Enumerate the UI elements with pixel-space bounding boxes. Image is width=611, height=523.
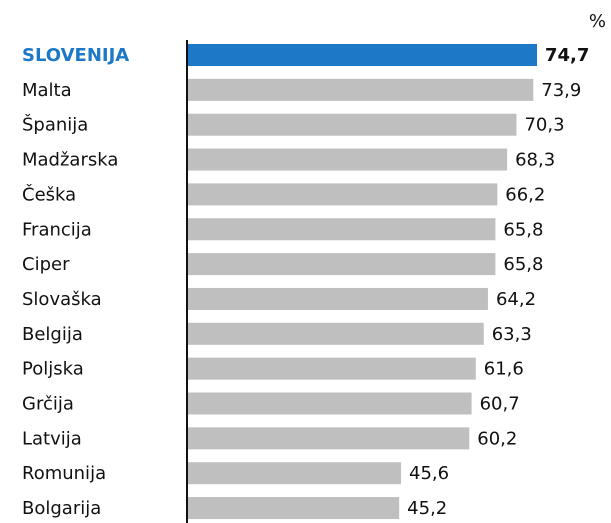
value-label: 45,2 [407, 498, 447, 519]
bar [188, 357, 476, 380]
value-label: 63,3 [492, 324, 532, 345]
category-label: Grčija [22, 394, 74, 415]
category-label: Ciper [22, 254, 70, 275]
category-label: Belgija [22, 324, 83, 345]
bar [188, 218, 496, 241]
bar [188, 78, 534, 101]
bar [188, 287, 488, 310]
bar [188, 462, 402, 485]
value-label: 65,8 [503, 219, 543, 240]
category-label: Francija [22, 219, 92, 240]
value-label: 45,6 [409, 463, 449, 484]
category-label: Poljska [22, 359, 84, 380]
category-label: SLOVENIJA [22, 45, 129, 66]
value-label: 65,8 [503, 254, 543, 275]
category-label: Češka [22, 183, 76, 205]
value-label: 60,2 [477, 428, 517, 449]
bar [188, 44, 537, 66]
bar [188, 183, 498, 206]
category-label: Španija [22, 114, 88, 136]
value-label: 73,9 [541, 80, 581, 101]
value-label: 64,2 [496, 289, 536, 310]
bar [188, 392, 472, 415]
unit-label: % [589, 11, 606, 32]
bar [188, 148, 508, 171]
category-label: Romunija [22, 463, 106, 484]
bar [188, 253, 496, 276]
category-label: Latvija [22, 428, 82, 449]
value-label: 68,3 [515, 150, 555, 171]
bar [188, 427, 470, 450]
bar [188, 497, 400, 520]
bar [188, 113, 517, 136]
value-label: 66,2 [505, 184, 545, 205]
value-label: 74,7 [545, 45, 589, 66]
value-label: 60,7 [480, 394, 520, 415]
value-label: 61,6 [484, 359, 524, 380]
category-label: Madžarska [22, 150, 118, 171]
value-label: 70,3 [524, 115, 564, 136]
bar [188, 322, 484, 345]
category-label: Slovaška [22, 289, 102, 310]
category-label: Bolgarija [22, 498, 101, 519]
category-label: Malta [22, 80, 72, 101]
